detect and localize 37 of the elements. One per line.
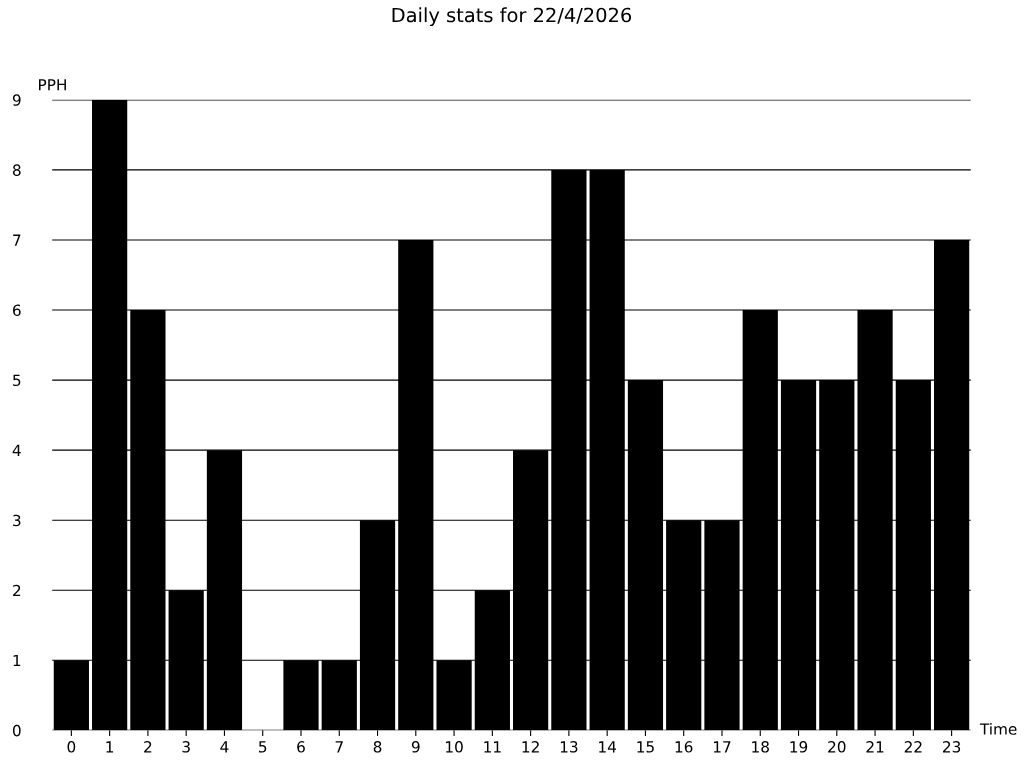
x-tick-label: 11	[484, 741, 501, 753]
y-tick-label: 0	[12, 724, 21, 737]
x-tick-label: 6	[297, 741, 305, 753]
x-tick-label: 2	[144, 741, 152, 753]
chart-title: Daily stats for 22/4/2026	[392, 7, 632, 27]
x-tick-label: 18	[752, 741, 769, 753]
x-tick-label: 21	[866, 741, 884, 753]
x-tick-label: 19	[790, 741, 808, 753]
x-tick-label: 0	[67, 741, 76, 753]
y-tick-label: 2	[13, 584, 21, 597]
y-tick-label: 3	[13, 514, 21, 527]
y-axis-title: PPH	[39, 79, 66, 91]
x-tick-label: 14	[599, 741, 617, 753]
x-tick-label: 1	[106, 741, 114, 753]
x-tick-label: 16	[675, 741, 693, 753]
x-tick-label: 17	[713, 741, 731, 753]
x-tick-label: 15	[637, 741, 654, 753]
y-tick-label: 7	[13, 234, 21, 246]
y-tick-label: 6	[13, 304, 21, 317]
x-axis-title: Time	[979, 722, 1017, 735]
x-tick-label: 12	[522, 741, 539, 753]
x-tick-label: 9	[411, 741, 420, 753]
x-tick-label: 20	[828, 741, 846, 753]
x-tick-label: 23	[943, 741, 961, 753]
y-tick-label: 4	[12, 444, 21, 456]
y-tick-label: 9	[12, 94, 21, 106]
y-tick-label: 1	[13, 654, 21, 667]
x-tick-label: 22	[904, 741, 922, 753]
x-tick-label: 10	[446, 741, 463, 753]
x-tick-label: 3	[182, 741, 190, 753]
x-tick-label: 13	[560, 741, 578, 753]
x-tick-label: 5	[259, 741, 267, 753]
x-tick-label: 7	[335, 741, 343, 753]
x-tick-label: 4	[220, 741, 229, 753]
x-tick-label: 8	[373, 741, 382, 753]
y-tick-label: 5	[13, 374, 21, 387]
y-tick-label: 8	[12, 164, 21, 176]
